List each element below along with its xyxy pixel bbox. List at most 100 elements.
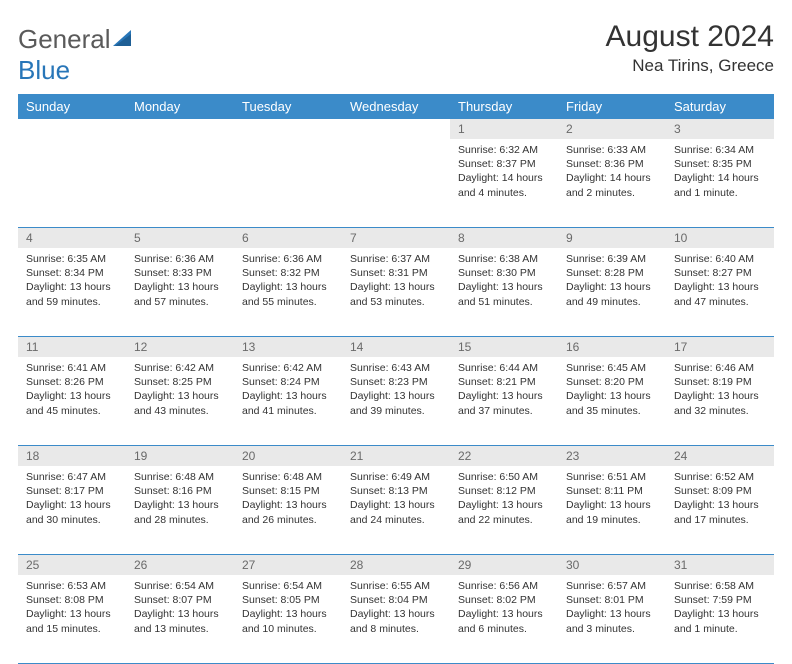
day-number: 21: [342, 446, 450, 467]
day-number-row: 25262728293031: [18, 555, 774, 576]
day-details: Sunrise: 6:40 AMSunset: 8:27 PMDaylight:…: [666, 248, 774, 315]
day-number: 31: [666, 555, 774, 576]
sunrise-text: Sunrise: 6:41 AM: [26, 361, 118, 375]
day-details: Sunrise: 6:48 AMSunset: 8:16 PMDaylight:…: [126, 466, 234, 533]
day-number: 18: [18, 446, 126, 467]
sunset-text: Sunset: 8:01 PM: [566, 593, 658, 607]
day-details: Sunrise: 6:49 AMSunset: 8:13 PMDaylight:…: [342, 466, 450, 533]
sunset-text: Sunset: 8:21 PM: [458, 375, 550, 389]
sunset-text: Sunset: 8:17 PM: [26, 484, 118, 498]
daylight-text-1: Daylight: 13 hours: [458, 280, 550, 294]
day-number: [126, 119, 234, 139]
sunrise-text: Sunrise: 6:32 AM: [458, 143, 550, 157]
page-header: GeneralBlue August 2024 Nea Tirins, Gree…: [18, 20, 774, 86]
title-block: August 2024 Nea Tirins, Greece: [606, 20, 774, 76]
day-cell: Sunrise: 6:37 AMSunset: 8:31 PMDaylight:…: [342, 248, 450, 337]
day-cell: Sunrise: 6:34 AMSunset: 8:35 PMDaylight:…: [666, 139, 774, 228]
dow-header: Friday: [558, 94, 666, 119]
sunrise-text: Sunrise: 6:50 AM: [458, 470, 550, 484]
day-cell: Sunrise: 6:56 AMSunset: 8:02 PMDaylight:…: [450, 575, 558, 664]
day-cell: Sunrise: 6:48 AMSunset: 8:16 PMDaylight:…: [126, 466, 234, 555]
brand-part2: Blue: [18, 55, 70, 85]
daylight-text-1: Daylight: 13 hours: [350, 389, 442, 403]
day-content-row: Sunrise: 6:35 AMSunset: 8:34 PMDaylight:…: [18, 248, 774, 337]
daylight-text-1: Daylight: 13 hours: [566, 280, 658, 294]
day-content-row: Sunrise: 6:47 AMSunset: 8:17 PMDaylight:…: [18, 466, 774, 555]
day-details: Sunrise: 6:35 AMSunset: 8:34 PMDaylight:…: [18, 248, 126, 315]
brand-part1: General: [18, 24, 111, 54]
day-details: Sunrise: 6:54 AMSunset: 8:05 PMDaylight:…: [234, 575, 342, 642]
brand-logo: GeneralBlue: [18, 24, 135, 86]
day-number: 25: [18, 555, 126, 576]
sunset-text: Sunset: 8:24 PM: [242, 375, 334, 389]
dow-header: Saturday: [666, 94, 774, 119]
day-number: 12: [126, 337, 234, 358]
daylight-text-2: and 57 minutes.: [134, 295, 226, 309]
sunrise-text: Sunrise: 6:48 AM: [134, 470, 226, 484]
daylight-text-1: Daylight: 14 hours: [566, 171, 658, 185]
daylight-text-1: Daylight: 13 hours: [26, 280, 118, 294]
day-details: Sunrise: 6:54 AMSunset: 8:07 PMDaylight:…: [126, 575, 234, 642]
sunset-text: Sunset: 8:31 PM: [350, 266, 442, 280]
daylight-text-1: Daylight: 13 hours: [350, 607, 442, 621]
sunrise-text: Sunrise: 6:52 AM: [674, 470, 766, 484]
sunset-text: Sunset: 8:30 PM: [458, 266, 550, 280]
day-cell: Sunrise: 6:48 AMSunset: 8:15 PMDaylight:…: [234, 466, 342, 555]
location-label: Nea Tirins, Greece: [606, 56, 774, 76]
day-details: Sunrise: 6:37 AMSunset: 8:31 PMDaylight:…: [342, 248, 450, 315]
day-cell: Sunrise: 6:35 AMSunset: 8:34 PMDaylight:…: [18, 248, 126, 337]
sunrise-text: Sunrise: 6:33 AM: [566, 143, 658, 157]
sunrise-text: Sunrise: 6:43 AM: [350, 361, 442, 375]
day-number: 26: [126, 555, 234, 576]
sunrise-text: Sunrise: 6:51 AM: [566, 470, 658, 484]
day-cell: Sunrise: 6:33 AMSunset: 8:36 PMDaylight:…: [558, 139, 666, 228]
daylight-text-1: Daylight: 13 hours: [242, 389, 334, 403]
day-number: 17: [666, 337, 774, 358]
daylight-text-1: Daylight: 13 hours: [134, 389, 226, 403]
day-details: Sunrise: 6:36 AMSunset: 8:33 PMDaylight:…: [126, 248, 234, 315]
daylight-text-1: Daylight: 13 hours: [458, 607, 550, 621]
day-details: Sunrise: 6:47 AMSunset: 8:17 PMDaylight:…: [18, 466, 126, 533]
daylight-text-1: Daylight: 13 hours: [350, 280, 442, 294]
day-number-row: 123: [18, 119, 774, 139]
sunrise-text: Sunrise: 6:35 AM: [26, 252, 118, 266]
day-details: Sunrise: 6:45 AMSunset: 8:20 PMDaylight:…: [558, 357, 666, 424]
sunrise-text: Sunrise: 6:49 AM: [350, 470, 442, 484]
day-number: [342, 119, 450, 139]
sunrise-text: Sunrise: 6:36 AM: [242, 252, 334, 266]
daylight-text-1: Daylight: 13 hours: [566, 607, 658, 621]
sunset-text: Sunset: 8:13 PM: [350, 484, 442, 498]
sunrise-text: Sunrise: 6:44 AM: [458, 361, 550, 375]
sunset-text: Sunset: 8:37 PM: [458, 157, 550, 171]
day-cell: Sunrise: 6:58 AMSunset: 7:59 PMDaylight:…: [666, 575, 774, 664]
day-number: 24: [666, 446, 774, 467]
day-details: Sunrise: 6:58 AMSunset: 7:59 PMDaylight:…: [666, 575, 774, 642]
dow-header: Thursday: [450, 94, 558, 119]
day-cell: Sunrise: 6:36 AMSunset: 8:32 PMDaylight:…: [234, 248, 342, 337]
sunrise-text: Sunrise: 6:53 AM: [26, 579, 118, 593]
day-number: 15: [450, 337, 558, 358]
sunrise-text: Sunrise: 6:42 AM: [134, 361, 226, 375]
day-content-row: Sunrise: 6:32 AMSunset: 8:37 PM Daylight:…: [18, 139, 774, 228]
daylight-text-2: and 24 minutes.: [350, 513, 442, 527]
daylight-text-2: and 39 minutes.: [350, 404, 442, 418]
day-cell: Sunrise: 6:36 AMSunset: 8:33 PMDaylight:…: [126, 248, 234, 337]
day-cell: Sunrise: 6:46 AMSunset: 8:19 PMDaylight:…: [666, 357, 774, 446]
sunrise-text: Sunrise: 6:46 AM: [674, 361, 766, 375]
daylight-text-2: and 37 minutes.: [458, 404, 550, 418]
daylight-text-2: and 19 minutes.: [566, 513, 658, 527]
sunrise-text: Sunrise: 6:34 AM: [674, 143, 766, 157]
sunrise-text: Sunrise: 6:55 AM: [350, 579, 442, 593]
sunset-text: Sunset: 8:25 PM: [134, 375, 226, 389]
day-details: Sunrise: 6:34 AMSunset: 8:35 PMDaylight:…: [666, 139, 774, 206]
day-cell: Sunrise: 6:49 AMSunset: 8:13 PMDaylight:…: [342, 466, 450, 555]
sunrise-text: Sunrise: 6:37 AM: [350, 252, 442, 266]
day-cell: Sunrise: 6:47 AMSunset: 8:17 PMDaylight:…: [18, 466, 126, 555]
daylight-text-2: and 28 minutes.: [134, 513, 226, 527]
daylight-text-2: and 8 minutes.: [350, 622, 442, 636]
day-details: Sunrise: 6:42 AMSunset: 8:25 PMDaylight:…: [126, 357, 234, 424]
sunrise-text: Sunrise: 6:58 AM: [674, 579, 766, 593]
day-details: Sunrise: 6:55 AMSunset: 8:04 PMDaylight:…: [342, 575, 450, 642]
daylight-text-2: and 1 minute.: [674, 622, 766, 636]
sunrise-text: Sunrise: 6:40 AM: [674, 252, 766, 266]
